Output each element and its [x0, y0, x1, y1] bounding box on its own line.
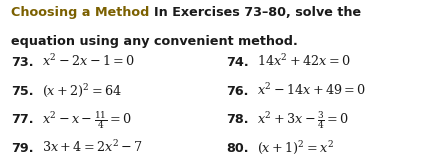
Text: $(x + 1)^2 = x^2$: $(x + 1)^2 = x^2$: [257, 139, 334, 156]
Text: 78.: 78.: [227, 113, 249, 126]
Text: 80.: 80.: [227, 142, 249, 155]
Text: 77.: 77.: [11, 113, 33, 126]
Text: $x^2 + 3x - \frac{3}{4} = 0$: $x^2 + 3x - \frac{3}{4} = 0$: [257, 109, 350, 131]
Text: Choosing a Method: Choosing a Method: [11, 6, 149, 19]
Text: $x^2 - 2x - 1 = 0$: $x^2 - 2x - 1 = 0$: [42, 53, 135, 69]
Text: 76.: 76.: [227, 85, 249, 98]
Text: $(x + 2)^2 = 64$: $(x + 2)^2 = 64$: [42, 82, 122, 99]
Text: 74.: 74.: [227, 56, 249, 69]
Text: $x^2 - 14x + 49 = 0$: $x^2 - 14x + 49 = 0$: [257, 82, 367, 98]
Text: $3x + 4 = 2x^2 - 7$: $3x + 4 = 2x^2 - 7$: [42, 139, 143, 155]
Text: $x^2 - x - \frac{11}{4} = 0$: $x^2 - x - \frac{11}{4} = 0$: [42, 109, 132, 131]
Text: $14x^2 + 42x = 0$: $14x^2 + 42x = 0$: [257, 53, 351, 69]
Text: In Exercises 73–80, solve the: In Exercises 73–80, solve the: [145, 6, 361, 19]
Text: 79.: 79.: [11, 142, 33, 155]
Text: 73.: 73.: [11, 56, 33, 69]
Text: 75.: 75.: [11, 85, 33, 98]
Text: equation using any convenient method.: equation using any convenient method.: [11, 35, 298, 48]
